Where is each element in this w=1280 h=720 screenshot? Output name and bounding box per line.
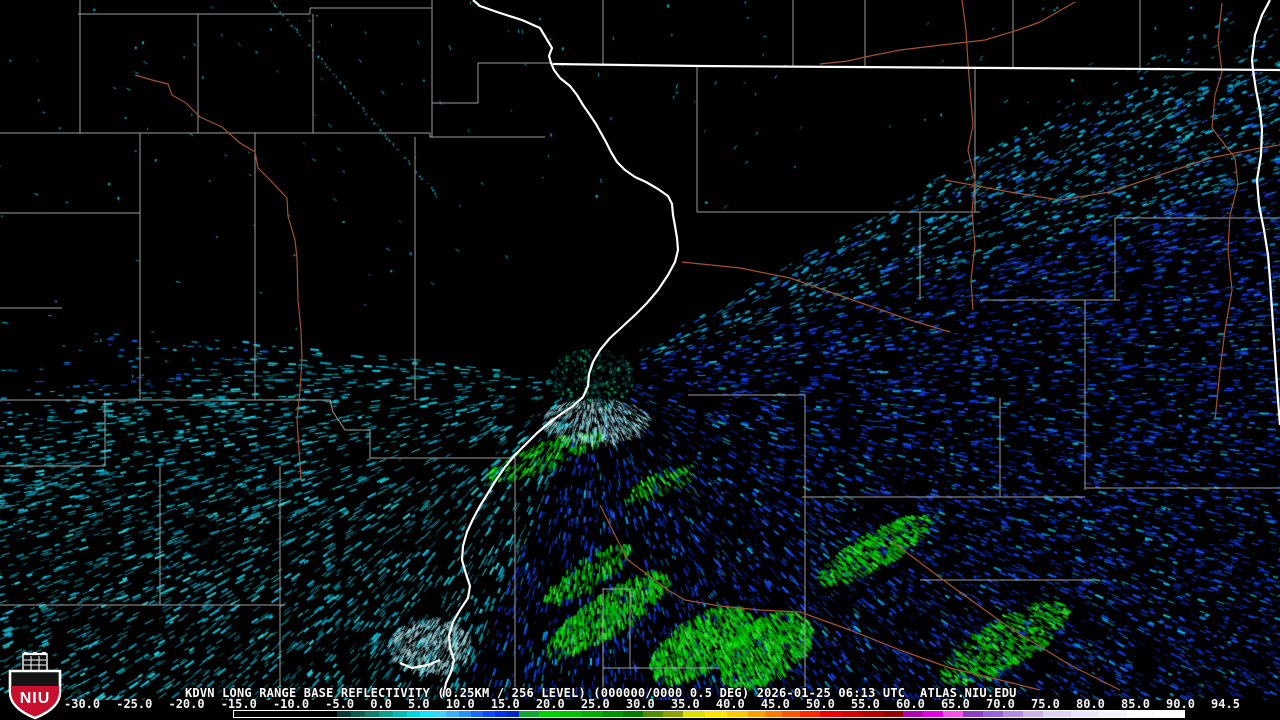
colorbar-segment: [433, 711, 446, 717]
county-line: [603, 588, 631, 668]
state-border-line: [399, 658, 441, 670]
road-line: [599, 504, 1041, 691]
colorbar-tick-label: 0.0: [370, 697, 392, 711]
reflectivity-colorbar: [233, 710, 1185, 718]
colorbar-segment: [351, 711, 365, 717]
colorbar-segment: [1155, 711, 1184, 717]
state-border-line: [552, 62, 1280, 72]
colorbar-segment: [446, 711, 459, 717]
road-line: [1211, 2, 1239, 421]
road-line: [134, 74, 303, 481]
colorbar-tick-label: 5.0: [407, 697, 430, 711]
colorbar-segment: [765, 711, 782, 717]
colorbar-segment: [923, 711, 943, 717]
colorbar-segment: [943, 711, 963, 717]
colorbar-segment: [1043, 711, 1071, 717]
colorbar-tick-label: 70.0: [985, 697, 1015, 711]
colorbar-tick-label: -10.0: [272, 697, 310, 711]
colorbar-segment: [748, 711, 765, 717]
colorbar-segment: [903, 711, 923, 717]
colorbar-segment: [862, 711, 883, 717]
colorbar-tick-label: 45.0: [760, 697, 790, 711]
colorbar-segment: [983, 711, 1003, 717]
colorbar-segment: [1099, 711, 1127, 717]
product-title: KDVN LONG RANGE BASE REFLECTIVITY (0.25K…: [185, 686, 1017, 700]
colorbar-segment: [963, 711, 983, 717]
colorbar-tick-label: -25.0: [116, 697, 153, 711]
colorbar-segment: [727, 711, 748, 717]
colorbar-tick-label: 60.0: [895, 697, 925, 711]
colorbar-segment: [471, 711, 483, 717]
map-overlay: [0, 0, 1280, 698]
state-border-line: [1250, 0, 1280, 426]
colorbar-tick-label: 94.5: [1211, 697, 1240, 711]
colorbar-segment: [820, 711, 841, 717]
county-line: [0, 132, 545, 138]
radar-echo-canvas: [0, 0, 1280, 700]
colorbar-segment: [420, 711, 433, 717]
colorbar-tick-label: 25.0: [580, 697, 610, 711]
colorbar-tick-label: -15.0: [220, 697, 257, 711]
colorbar-segment: [393, 711, 407, 717]
road-line: [889, 539, 1121, 691]
county-line: [432, 63, 479, 104]
colorbar-segment: [782, 711, 800, 717]
niu-logo-text: NIU: [20, 690, 51, 707]
colorbar-segment: [623, 711, 643, 717]
road-line: [961, 0, 976, 311]
colorbar-tick-label: 40.0: [715, 697, 745, 711]
colorbar-tick-label: 35.0: [670, 697, 700, 711]
colorbar-tick-label: 80.0: [1076, 697, 1105, 711]
colorbar-tick-label: 65.0: [940, 697, 970, 711]
road-line: [944, 144, 1280, 201]
colorbar-segment: [379, 711, 393, 717]
road-line: [819, 1, 1076, 65]
colorbar-segment: [337, 711, 351, 717]
colorbar-segment: [841, 711, 862, 717]
colorbar-tick-label: 50.0: [805, 697, 835, 711]
colorbar-tick-label: 55.0: [850, 697, 880, 711]
niu-logo: NIU: [8, 652, 62, 720]
colorbar-segment: [663, 711, 683, 717]
colorbar-tick-label: -20.0: [168, 697, 205, 711]
colorbar-segment: [459, 711, 471, 717]
niu-shield-red-band: [11, 686, 59, 717]
colorbar-segment: [507, 711, 519, 717]
colorbar-segment: [1071, 711, 1099, 717]
colorbar-segment: [365, 711, 379, 717]
county-line: [0, 399, 515, 459]
colorbar-segment: [883, 711, 903, 717]
colorbar-segment: [1127, 711, 1155, 717]
niu-tower-icon: [22, 652, 48, 673]
colorbar-tick-row: -30.0 -25.0 -20.0 -15.0 -10.0 -5.0 0.0 5.0 10.0 1…: [64, 697, 1240, 711]
colorbar-tick-label: 20.0: [535, 697, 565, 711]
colorbar-segment: [683, 711, 705, 717]
colorbar-segment: [519, 711, 539, 717]
colorbar-tick-label: 75.0: [1030, 697, 1060, 711]
state-border-line: [441, 0, 680, 698]
colorbar-segment: [234, 711, 337, 717]
colorbar-tick-label: 15.0: [490, 697, 520, 711]
colorbar-segment: [539, 711, 560, 717]
colorbar-segment: [581, 711, 602, 717]
colorbar-tick-label: 85.0: [1121, 697, 1150, 711]
colorbar-tick-label: 30.0: [625, 697, 655, 711]
colorbar-tick-label: 10.0: [445, 697, 475, 711]
colorbar-segment: [602, 711, 623, 717]
colorbar-segment: [483, 711, 495, 717]
colorbar-segment: [560, 711, 581, 717]
colorbar-segment: [643, 711, 663, 717]
colorbar-segment: [800, 711, 820, 717]
road-line: [681, 261, 951, 333]
colorbar-segment: [495, 711, 507, 717]
colorbar-segment: [1023, 711, 1043, 717]
colorbar-tick-label: 90.0: [1166, 697, 1195, 711]
colorbar-segment: [407, 711, 420, 717]
colorbar-tick-label: -5.0: [325, 697, 355, 711]
colorbar-tick-label: -30.0: [64, 697, 101, 711]
colorbar-segment: [705, 711, 727, 717]
colorbar-segment: [1003, 711, 1023, 717]
